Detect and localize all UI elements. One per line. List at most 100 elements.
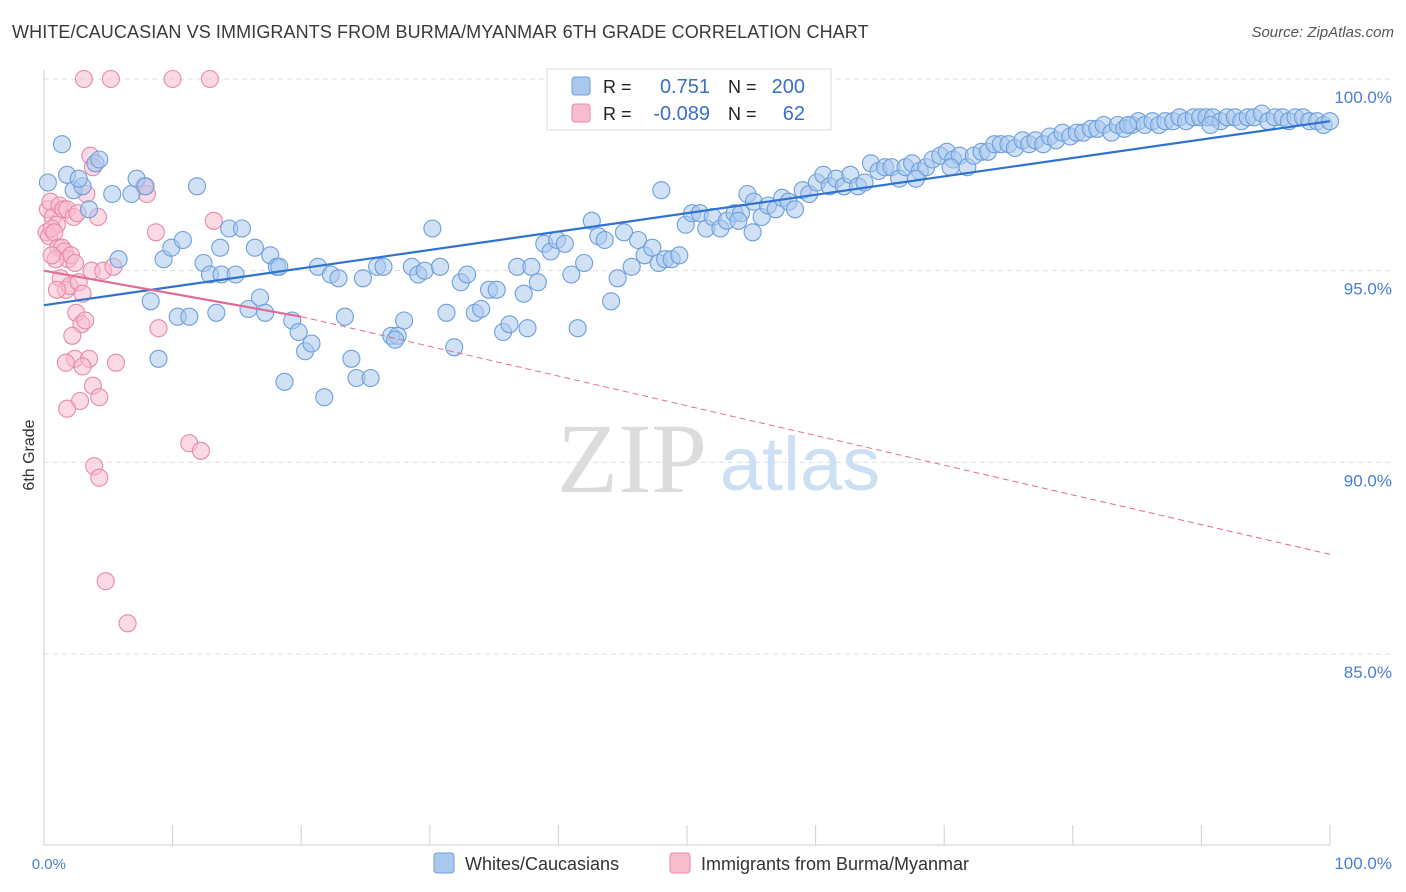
whites-point <box>103 184 122 204</box>
whites-point <box>729 211 748 230</box>
source-label: Source: ZipAtlas.com <box>1251 24 1394 41</box>
series-whites-points <box>38 104 1340 407</box>
whites-point <box>514 284 533 303</box>
watermark-zip: ZIP <box>557 403 707 514</box>
burma-point <box>47 280 66 299</box>
bottom-legend: Whites/Caucasians Immigrants from Burma/… <box>433 852 969 874</box>
whites-point <box>353 269 372 288</box>
whites-point <box>173 230 192 250</box>
burma-point <box>73 357 92 376</box>
burma-point <box>149 319 168 338</box>
legend-r-label-1: R = <box>603 77 632 97</box>
whites-point <box>643 238 662 257</box>
series-burma-points <box>37 69 223 633</box>
whites-point <box>141 292 160 311</box>
burma-point <box>90 388 109 407</box>
whites-point <box>608 269 627 288</box>
chart-title: WHITE/CAUCASIAN VS IMMIGRANTS FROM BURMA… <box>12 22 869 42</box>
whites-point <box>136 177 155 196</box>
trend-lines <box>43 120 1331 555</box>
whites-point <box>528 273 547 292</box>
bottom-legend-label-burma: Immigrants from Burma/Myanmar <box>701 854 969 874</box>
burma-point <box>101 69 120 89</box>
legend-box: R = 0.751 N = 200 R = -0.089 N = 62 <box>546 68 832 131</box>
legend-r-value-2: -0.089 <box>653 103 710 125</box>
whites-point <box>522 257 541 276</box>
burma-point <box>76 311 95 330</box>
whites-point <box>245 238 264 257</box>
legend-n-label-1: N = <box>728 77 757 97</box>
whites-point <box>500 315 519 334</box>
legend-n-label-2: N = <box>728 104 757 124</box>
whites-point <box>275 372 294 391</box>
whites-point <box>582 211 601 230</box>
whites-point <box>1119 115 1138 135</box>
y-tick-label: 85.0% <box>1344 663 1392 682</box>
whites-point <box>232 219 252 238</box>
grid-lines <box>44 78 1392 655</box>
burma-point <box>63 326 82 345</box>
whites-point <box>743 223 762 242</box>
whites-point <box>109 250 128 269</box>
whites-point <box>256 303 275 322</box>
whites-point <box>423 219 442 238</box>
whites-point <box>395 311 414 330</box>
bottom-legend-swatch-burma <box>669 852 691 874</box>
whites-point <box>149 349 168 368</box>
whites-point <box>614 223 634 242</box>
whites-point <box>69 169 88 188</box>
burma-point <box>65 253 84 273</box>
whites-point <box>941 158 960 177</box>
burma-point <box>96 572 115 591</box>
whites-point <box>302 334 321 353</box>
burma-point <box>74 69 93 89</box>
y-tick-label: 90.0% <box>1344 471 1392 490</box>
whites-point <box>652 181 671 200</box>
whites-point <box>38 173 57 192</box>
trend-line-burma <box>43 269 302 318</box>
legend-n-value-1: 200 <box>772 76 805 98</box>
whites-point <box>180 307 199 326</box>
whites-point <box>329 269 348 288</box>
whites-point <box>575 253 594 273</box>
burma-point <box>45 223 64 242</box>
y-axis-label: 6th Grade <box>21 419 38 490</box>
whites-point <box>386 330 405 349</box>
whites-point <box>562 265 581 284</box>
whites-point <box>250 288 270 307</box>
legend-n-value-2: 62 <box>783 103 805 125</box>
whites-point <box>79 200 99 219</box>
whites-point <box>207 303 226 322</box>
burma-point <box>118 614 137 633</box>
whites-point <box>226 265 245 284</box>
watermark: ZIP atlas <box>557 403 880 514</box>
whites-point <box>374 257 393 276</box>
whites-point <box>431 257 450 276</box>
legend-r-value-1: 0.751 <box>660 76 710 98</box>
burma-point <box>90 468 109 487</box>
watermark-atlas: atlas <box>720 422 881 507</box>
whites-point <box>437 303 456 322</box>
whites-point <box>289 322 308 342</box>
burma-point <box>200 69 219 89</box>
y-tick-label: 100.0% <box>1334 88 1392 107</box>
whites-point <box>602 292 621 311</box>
whites-point <box>622 257 641 276</box>
burma-point <box>42 246 61 265</box>
whites-point <box>361 368 380 388</box>
burma-point <box>163 69 182 89</box>
whites-point <box>458 265 477 284</box>
burma-point <box>106 353 126 372</box>
whites-point <box>568 319 587 338</box>
burma-point <box>146 223 165 242</box>
x-tick-label-max: 100.0% <box>1334 854 1392 873</box>
whites-point <box>187 177 207 196</box>
whites-point <box>629 230 648 250</box>
x-tick-label-min: 0.0% <box>32 856 66 873</box>
bottom-legend-swatch-whites <box>433 852 455 874</box>
trend-line-burma-extended <box>301 316 1331 555</box>
whites-point <box>445 338 464 357</box>
whites-point <box>472 299 491 319</box>
bottom-legend-label-whites: Whites/Caucasians <box>465 854 619 874</box>
